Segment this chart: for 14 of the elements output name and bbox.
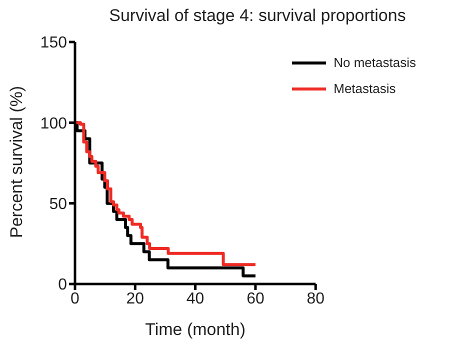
y-tick-label: 150 (40, 34, 68, 52)
x-axis-title: Time (month) (145, 320, 246, 339)
y-axis-title: Percent survival (%) (7, 86, 26, 238)
y-tick-label: 50 (49, 196, 68, 214)
x-tick-label: 80 (306, 290, 325, 308)
x-tick-label: 40 (186, 290, 204, 308)
legend-label: Metastasis (334, 80, 396, 98)
x-tick-label: 20 (126, 290, 144, 308)
legend-label: No metastasis (334, 54, 416, 72)
chart-title: Survival of stage 4: survival proportions (108, 6, 407, 26)
x-tick-label: 0 (70, 290, 80, 308)
y-tick-label: 100 (40, 115, 68, 132)
x-tick-label: 60 (246, 290, 264, 308)
y-tick-label: 0 (58, 276, 68, 294)
